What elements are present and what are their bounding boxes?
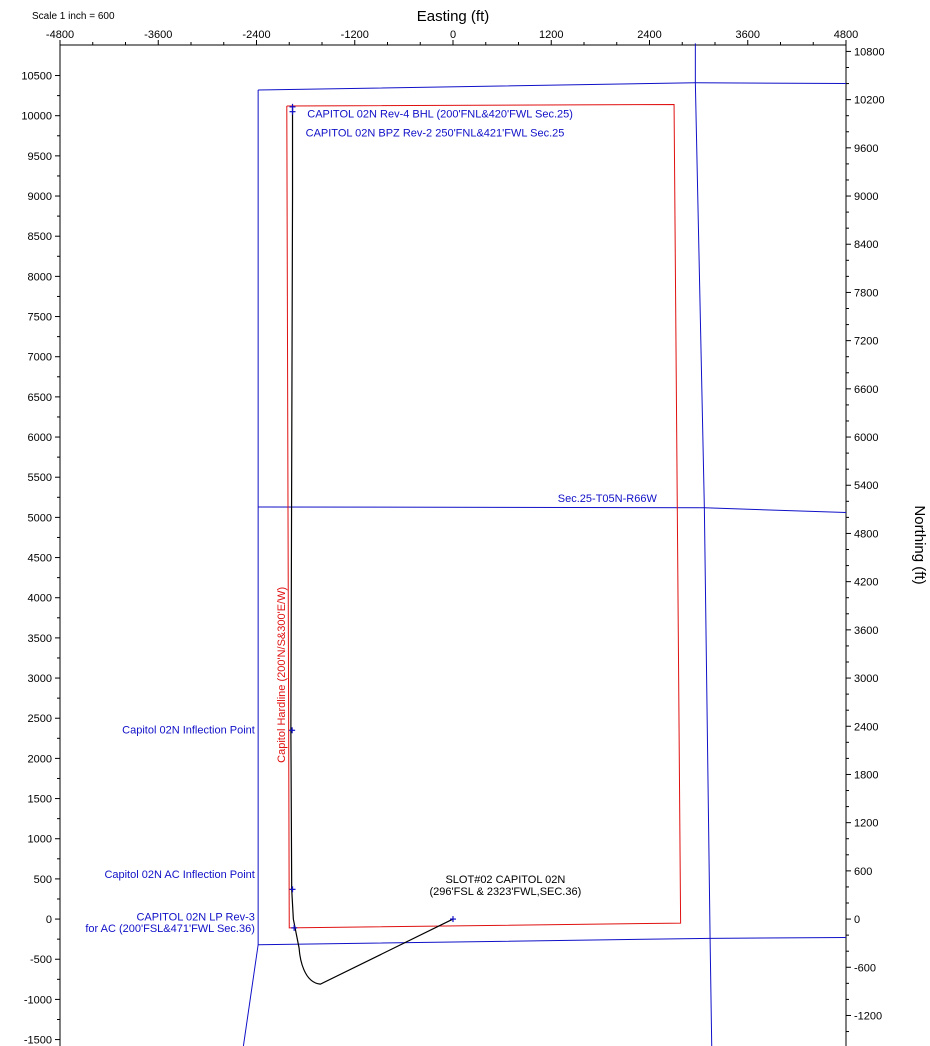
- x-tick-label: 0: [450, 29, 456, 41]
- x-tick-label: -3600: [144, 29, 172, 41]
- y-right-tick-label: 600: [854, 866, 872, 878]
- y-left-tick-label: 3000: [28, 673, 52, 685]
- y-left-tick-label: 3500: [28, 633, 52, 645]
- y-left-tick-label: 4000: [28, 593, 52, 605]
- hardline-boundary: [286, 103, 682, 929]
- x-tick-label: 1200: [539, 29, 563, 41]
- y-left-tick-label: -500: [30, 954, 52, 966]
- annotation-label: Sec.25-T05N-R66W: [558, 493, 658, 505]
- y-left-tick-label: 10500: [21, 71, 52, 83]
- y-left-tick-label: 2500: [28, 713, 52, 725]
- y-right-tick-label: 3000: [854, 673, 878, 685]
- plot-annotations: CAPITOL 02N Rev-4 BHL (200'FNL&420'FWL S…: [85, 108, 657, 935]
- annotation-label: Capitol 02N Inflection Point: [122, 724, 255, 736]
- y-right-tick-label: -1200: [854, 1010, 882, 1022]
- y-left-tick-label: 2000: [28, 753, 52, 765]
- annotation-label: CAPITOL 02N BPZ Rev-2 250'FNL&421'FWL Se…: [306, 128, 565, 140]
- x-tick-label: -2400: [242, 29, 270, 41]
- y-left-tick-label: 4500: [28, 553, 52, 565]
- y-left-tick-label: 10000: [21, 111, 52, 123]
- y-left-tick-label: 8000: [28, 271, 52, 283]
- section-line: [258, 506, 847, 514]
- x-tick-label: 2400: [637, 29, 661, 41]
- y-right-tick-label: 8400: [854, 239, 878, 251]
- x-tick-label: -1200: [341, 29, 369, 41]
- y-right-tick-label: 1800: [854, 769, 878, 781]
- y-left-tick-label: 9000: [28, 191, 52, 203]
- y-right-tick-label: 7800: [854, 287, 878, 299]
- right-y-axis-title: Northing (ft): [911, 505, 928, 584]
- x-tick-label: 3600: [736, 29, 760, 41]
- annotation-label: for AC (200'FSL&471'FWL Sec.36): [85, 923, 254, 935]
- annotation-label: (296'FSL & 2323'FWL,SEC.36): [430, 886, 582, 898]
- wellpath-line: [290, 107, 454, 985]
- y-right-tick-label: 10200: [854, 95, 885, 107]
- axis-ticks: -4800 -3600 -2400 -1200 0 1200 2400 3600 4800 -15…: [21, 29, 884, 1046]
- y-right-tick-label: 5400: [854, 480, 878, 492]
- y-right-tick-label: 10800: [854, 46, 885, 58]
- y-right-tick-label: -600: [854, 962, 876, 974]
- y-left-tick-label: -1500: [24, 1035, 52, 1046]
- y-right-tick-label: 1200: [854, 818, 878, 830]
- y-right-tick-label: 3600: [854, 625, 878, 637]
- annotation-label: Capitol Hardline (200'N/S&300'E/W): [276, 587, 288, 763]
- y-left-tick-label: 8500: [28, 231, 52, 243]
- annotation-label: CAPITOL 02N LP Rev-3: [136, 912, 254, 924]
- y-left-tick-label: 6000: [28, 432, 52, 444]
- x-tick-label: -4800: [46, 29, 74, 41]
- y-right-tick-label: 6600: [854, 384, 878, 396]
- y-left-tick-label: 5500: [28, 472, 52, 484]
- section-line: [258, 82, 847, 91]
- survey-markers: [289, 103, 456, 931]
- y-left-tick-label: 7500: [28, 312, 52, 324]
- plot-series: [242, 43, 847, 1046]
- y-left-tick-label: 500: [34, 874, 52, 886]
- section-line: [258, 937, 847, 946]
- y-left-tick-label: 5000: [28, 512, 52, 524]
- section-line: [694, 43, 713, 1046]
- x-tick-label: 4800: [834, 29, 858, 41]
- y-right-tick-label: 6000: [854, 432, 878, 444]
- y-left-tick-label: -1000: [24, 994, 52, 1006]
- y-right-tick-label: 4200: [854, 577, 878, 589]
- y-right-tick-label: 9000: [854, 191, 878, 203]
- y-right-tick-label: 2400: [854, 721, 878, 733]
- y-left-tick-label: 9500: [28, 151, 52, 163]
- x-axis-title: Easting (ft): [417, 8, 490, 25]
- annotation-label: CAPITOL 02N Rev-4 BHL (200'FNL&420'FWL S…: [307, 108, 573, 120]
- annotation-label: Capitol 02N AC Inflection Point: [104, 869, 254, 881]
- y-left-tick-label: 1000: [28, 834, 52, 846]
- y-right-tick-label: 0: [854, 914, 860, 926]
- y-left-tick-label: 6500: [28, 392, 52, 404]
- section-line: [242, 89, 259, 1046]
- y-right-tick-label: 7200: [854, 336, 878, 348]
- y-right-tick-label: 9600: [854, 143, 878, 155]
- y-left-tick-label: 7000: [28, 352, 52, 364]
- y-left-tick-label: 0: [46, 914, 52, 926]
- scale-label: Scale 1 inch = 600: [32, 11, 115, 22]
- y-left-tick-label: 1500: [28, 794, 52, 806]
- y-right-tick-label: 4800: [854, 528, 878, 540]
- annotation-label: SLOT#02 CAPITOL 02N: [445, 874, 565, 886]
